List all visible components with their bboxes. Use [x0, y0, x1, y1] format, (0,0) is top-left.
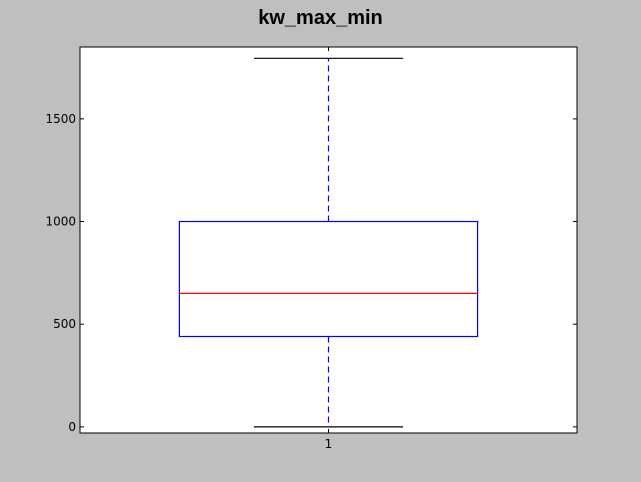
y-tick-label: 0	[68, 420, 76, 434]
y-tick-label: 1500	[45, 112, 76, 126]
plot-area	[80, 47, 577, 433]
box-iqr	[178, 220, 479, 338]
chart-title: kw_max_min	[258, 7, 383, 29]
x-tick-label: 1	[325, 437, 333, 451]
y-tick-label: 500	[53, 317, 76, 331]
y-tick-label: 1000	[45, 215, 76, 229]
